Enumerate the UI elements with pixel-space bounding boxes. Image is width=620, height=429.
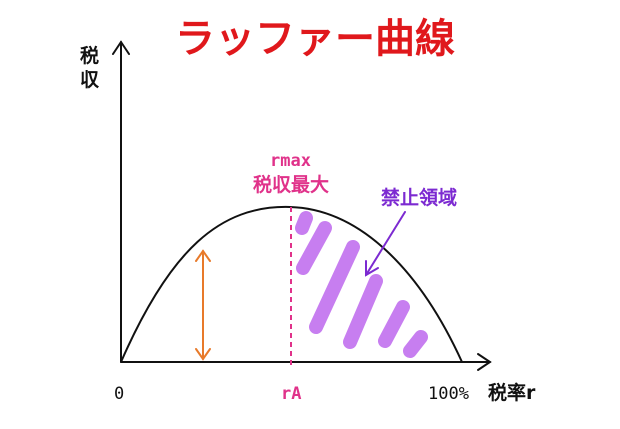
y-axis-label-bottom: 収: [80, 69, 100, 91]
axes: [112, 40, 492, 371]
forbidden-zone-label: 禁止領域: [381, 186, 457, 209]
hatch-stroke: [296, 221, 332, 275]
x-axis-arrowhead: [477, 353, 492, 371]
forbidden-zone-hatching: [295, 211, 428, 358]
x-tick-zero: 0: [114, 384, 124, 404]
hatch-stroke: [309, 240, 360, 334]
peak-label-max-revenue: 税収最大: [253, 173, 329, 196]
peak-label-rmax: rmax: [270, 151, 311, 171]
hatch-stroke: [378, 300, 410, 348]
x-tick-ra: rA: [281, 384, 301, 404]
hatch-stroke: [295, 211, 313, 235]
x-axis-label: 税率r: [488, 381, 536, 404]
x-tick-100: 100%: [428, 384, 469, 404]
revenue-double-arrow: [195, 249, 211, 361]
forbidden-zone-pointer-arrow: [365, 211, 406, 277]
hatch-stroke: [403, 330, 428, 358]
diagram-title: ラッファー曲線: [175, 16, 455, 62]
y-axis-label-top: 税: [80, 44, 99, 67]
y-axis-arrowhead: [112, 40, 130, 55]
hatch-stroke: [343, 274, 383, 349]
